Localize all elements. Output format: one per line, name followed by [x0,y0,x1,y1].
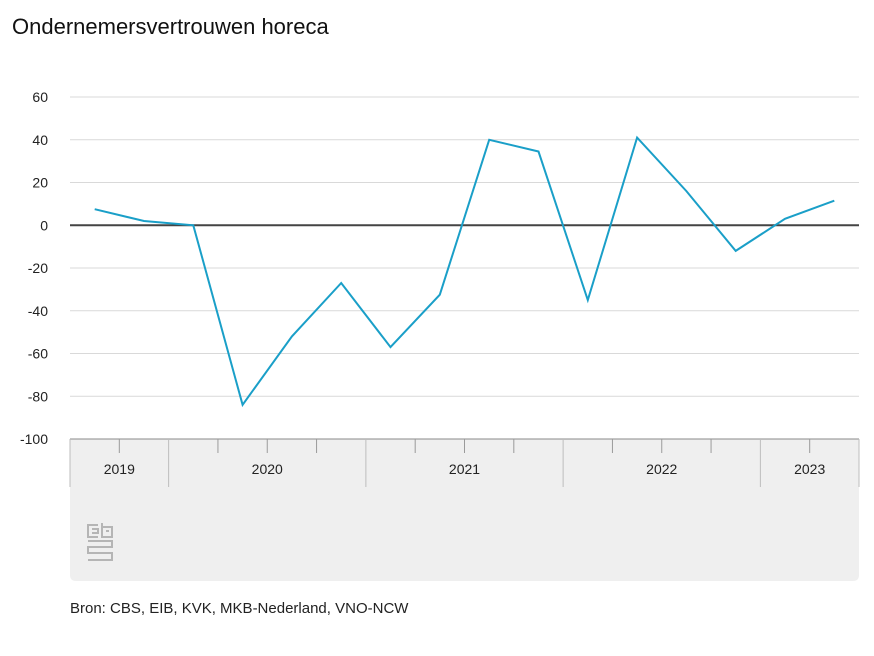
y-tick-label: -20 [28,260,48,276]
y-tick-label: -80 [28,388,48,404]
y-tick-label: 20 [32,175,48,191]
y-tick-label: 0 [40,217,48,233]
x-tick-label: 2023 [794,461,825,477]
x-tick-label: 2019 [104,461,135,477]
y-tick-label: -40 [28,303,48,319]
x-tick-label: 2020 [252,461,283,477]
y-tick-label: 60 [32,89,48,105]
x-tick-label: 2021 [449,461,480,477]
cbs-logo-icon [87,523,113,561]
series-line [94,135,835,408]
y-tick-label: -100 [20,431,48,447]
y-tick-label: 40 [32,132,48,148]
source-note: Bron: CBS, EIB, KVK, MKB-Nederland, VNO-… [70,600,409,617]
x-axis-band [70,439,859,581]
x-tick-label: 2022 [646,461,677,477]
y-tick-label: -60 [28,346,48,362]
chart-title: Ondernemersvertrouwen horeca [12,14,329,39]
